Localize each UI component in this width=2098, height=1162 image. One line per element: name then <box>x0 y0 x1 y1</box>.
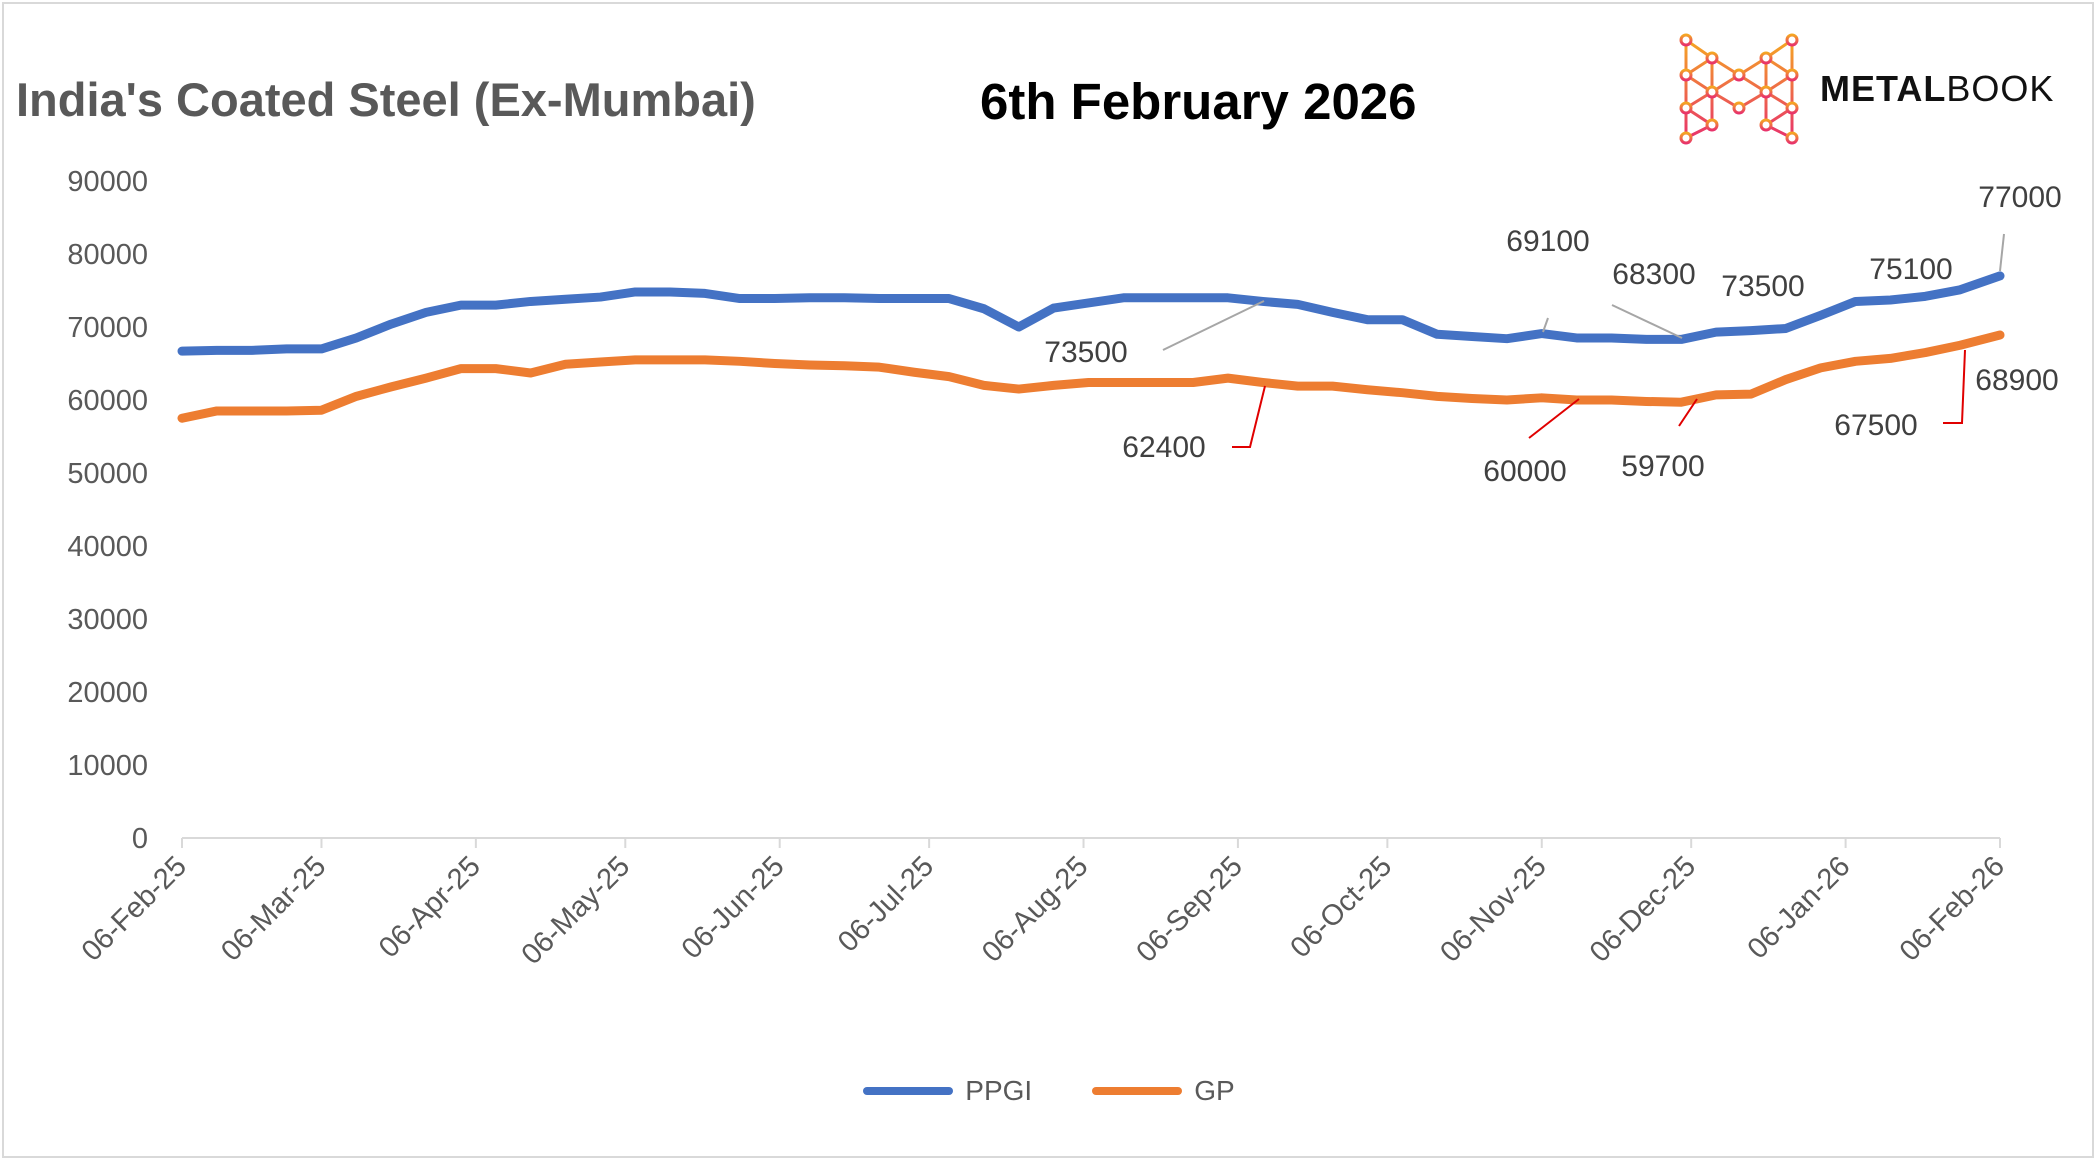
data-label-leader-line <box>1162 300 1265 351</box>
data-label: 60000 <box>1483 455 1566 488</box>
y-tick-label: 0 <box>132 823 148 855</box>
data-label: 59700 <box>1621 450 1704 483</box>
x-tick-label: 06-Sep-25 <box>1130 850 1248 968</box>
legend-item-ppgi[interactable]: PPGI <box>863 1075 1032 1107</box>
y-tick-label: 80000 <box>67 239 148 271</box>
legend-label-gp: GP <box>1194 1075 1235 1106</box>
legend-item-gp[interactable]: GP <box>1092 1075 1235 1107</box>
data-label-leader-line <box>1999 233 2005 272</box>
x-tick-label: 06-Nov-25 <box>1434 850 1552 968</box>
legend-label-ppgi: PPGI <box>965 1075 1033 1106</box>
x-tick-label: 06-Aug-25 <box>976 850 1094 968</box>
x-tick-label: 06-Mar-25 <box>215 850 332 967</box>
x-tick-label: 06-Jul-25 <box>832 850 940 958</box>
logo-text: METALBOOK <box>1820 68 2054 110</box>
legend: PPGI GP <box>0 1075 2098 1107</box>
y-tick-label: 90000 <box>67 166 148 198</box>
data-label: 62400 <box>1122 431 1205 464</box>
data-label-leader-line <box>1611 304 1683 339</box>
y-tick-label: 10000 <box>67 750 148 782</box>
data-label-leader-line <box>1678 398 1698 427</box>
x-tick-label: 06-Apr-25 <box>373 850 487 964</box>
x-tick-label: 06-Dec-25 <box>1584 850 1702 968</box>
x-tick-label: 06-Jun-25 <box>676 850 791 965</box>
y-tick-label: 70000 <box>67 312 148 344</box>
data-label: 73500 <box>1044 336 1127 369</box>
y-tick-label: 40000 <box>67 531 148 563</box>
data-label-leader-line <box>1542 317 1549 333</box>
data-label: 68300 <box>1612 258 1695 291</box>
data-label: 67500 <box>1834 409 1917 442</box>
data-label: 73500 <box>1721 270 1804 303</box>
chart-title: India's Coated Steel (Ex-Mumbai) <box>16 73 756 126</box>
y-tick-label: 20000 <box>67 677 148 709</box>
y-tick-label: 60000 <box>67 385 148 417</box>
legend-swatch-gp <box>1092 1087 1183 1095</box>
data-label: 69100 <box>1506 225 1589 258</box>
data-label: 77000 <box>1978 181 2061 214</box>
logo-text-light: BOOK <box>1946 68 2055 109</box>
x-tick-label: 06-Feb-25 <box>76 850 193 967</box>
x-tick-label: 06-May-25 <box>516 850 637 971</box>
y-tick-label: 30000 <box>67 604 148 636</box>
legend-swatch-ppgi <box>863 1087 954 1095</box>
logo-text-bold: METAL <box>1820 68 1947 109</box>
x-tick-label: 06-Jan-26 <box>1742 850 1857 965</box>
metalbook-logo-icon <box>1679 33 1799 145</box>
data-label: 75100 <box>1869 253 1952 286</box>
x-tick-label: 06-Oct-25 <box>1284 850 1398 964</box>
data-label-leader-line <box>1943 349 1966 424</box>
data-label: 68900 <box>1975 364 2058 397</box>
chart-date: 6th February 2026 <box>980 73 1417 130</box>
x-tick-label: 06-Feb-26 <box>1894 850 2011 967</box>
data-label-leader-line <box>1528 398 1580 439</box>
data-label-leader-line <box>1232 385 1266 448</box>
y-tick-label: 50000 <box>67 458 148 490</box>
